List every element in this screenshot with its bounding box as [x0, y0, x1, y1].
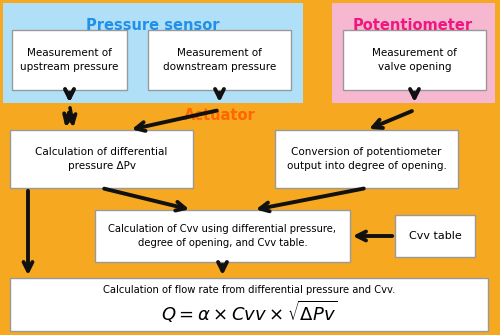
Text: $Q = \alpha \times Cvv \times \sqrt{\Delta Pv}$: $Q = \alpha \times Cvv \times \sqrt{\Del…: [160, 299, 338, 325]
FancyBboxPatch shape: [10, 278, 488, 331]
Text: Measurement of
valve opening: Measurement of valve opening: [372, 48, 457, 72]
Text: Calculation of Cvv using differential pressure,
degree of opening, and Cvv table: Calculation of Cvv using differential pr…: [108, 224, 336, 248]
Text: Cvv table: Cvv table: [408, 231, 462, 241]
Text: Actuator: Actuator: [184, 108, 256, 123]
FancyBboxPatch shape: [3, 3, 303, 103]
FancyBboxPatch shape: [148, 30, 291, 90]
FancyBboxPatch shape: [332, 3, 495, 103]
Text: Calculation of differential
pressure ΔPv: Calculation of differential pressure ΔPv: [36, 147, 168, 171]
FancyBboxPatch shape: [95, 210, 350, 262]
Text: Conversion of potentiometer
output into degree of opening.: Conversion of potentiometer output into …: [286, 147, 446, 171]
Text: Calculation of flow rate from differential pressure and Cvv.: Calculation of flow rate from differenti…: [103, 285, 395, 295]
FancyBboxPatch shape: [395, 215, 475, 257]
Text: Potentiometer: Potentiometer: [353, 18, 473, 33]
FancyBboxPatch shape: [343, 30, 486, 90]
FancyBboxPatch shape: [12, 30, 127, 90]
Text: Pressure sensor: Pressure sensor: [86, 18, 220, 33]
Text: Measurement of
downstream pressure: Measurement of downstream pressure: [163, 48, 276, 72]
Text: Measurement of
upstream pressure: Measurement of upstream pressure: [20, 48, 118, 72]
FancyBboxPatch shape: [275, 130, 458, 188]
FancyBboxPatch shape: [10, 130, 193, 188]
